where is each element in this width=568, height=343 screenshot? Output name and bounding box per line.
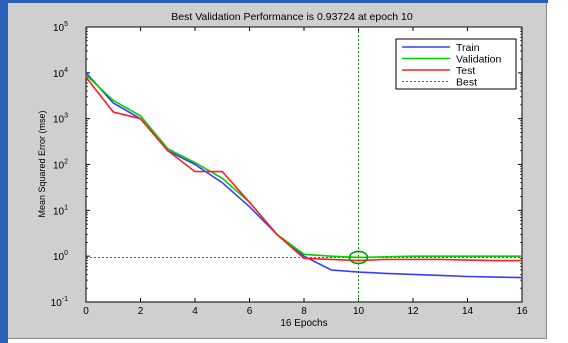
figure-window: Best Validation Performance is 0.93724 a… [8,3,547,339]
legend-label-train: Train [456,42,480,54]
chart-title: Best Validation Performance is 0.93724 a… [171,11,413,23]
x-tick-label: 4 [192,306,198,317]
legend-label-validation: Validation [456,54,501,66]
x-tick-label: 2 [138,306,144,317]
best-point-marker [348,250,369,265]
legend-label-test: Test [456,65,475,77]
legend-label-best: Best [456,77,477,89]
x-tick-label: 6 [247,306,253,317]
series-line-test [85,76,522,262]
y-tick-label: 103 [53,113,68,126]
y-tick-label: 10-1 [51,296,68,309]
performance-chart: Best Validation Performance is 0.93724 a… [37,11,528,329]
x-tick-label: 8 [301,306,307,317]
y-tick-label: 100 [53,250,68,263]
window-frame-left [0,0,8,343]
x-tick-label: 16 [516,306,528,317]
series-line-validation [85,74,522,259]
x-tick-label: 0 [83,306,89,317]
y-tick-label: 105 [53,21,68,34]
y-tick-label: 104 [53,67,68,80]
series-lines [85,72,523,279]
y-tick-label: 101 [53,204,68,217]
window-frame-top [0,0,548,3]
y-axis-title: Mean Squared Error (mse) [37,110,47,217]
y-tick-label: 102 [53,159,68,172]
x-tick-label: 10 [353,306,365,317]
x-axis-title: 16 Epochs [280,318,327,329]
x-tick-label: 14 [462,306,474,317]
x-tick-label: 12 [407,306,419,317]
